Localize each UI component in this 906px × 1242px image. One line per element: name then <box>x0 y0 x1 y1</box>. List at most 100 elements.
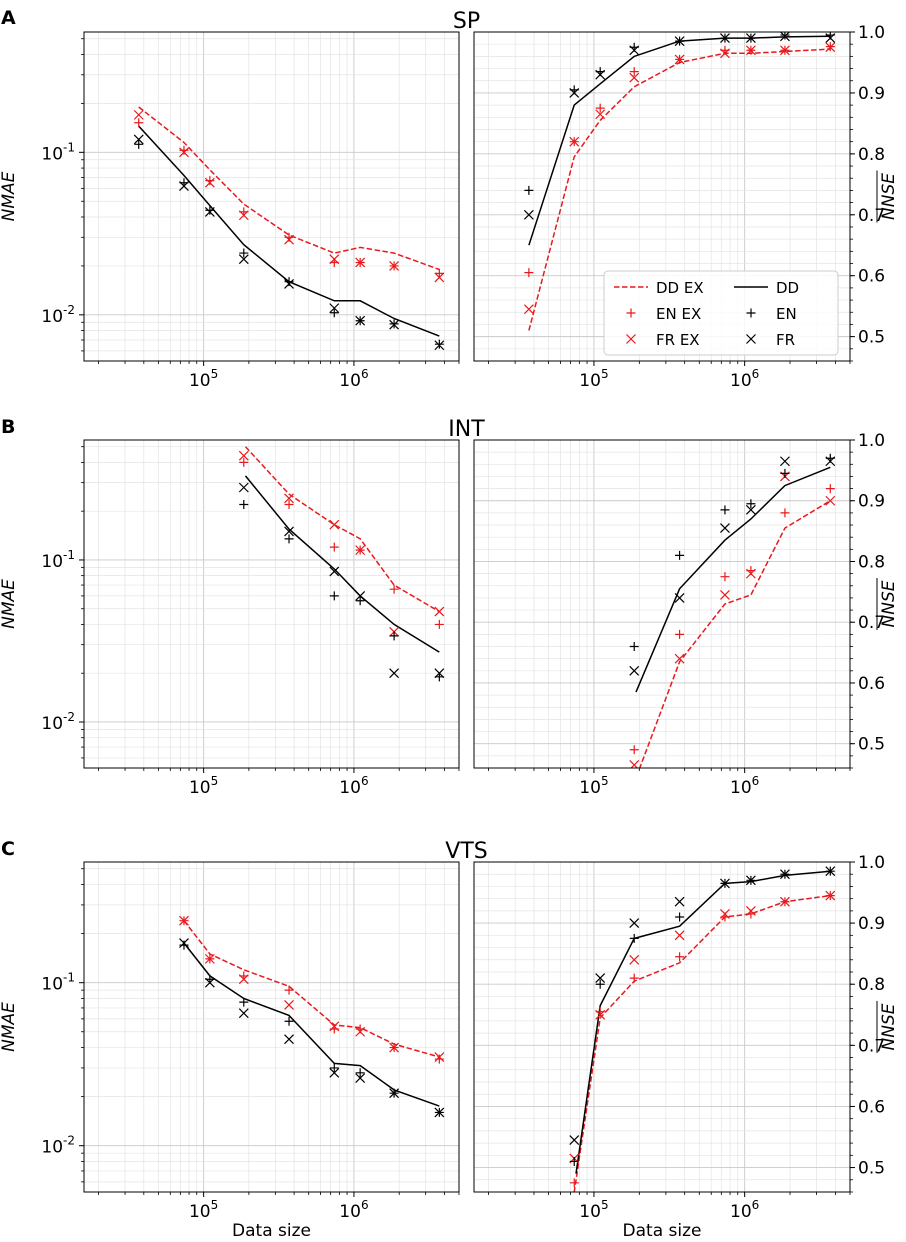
data-point-fr-ex <box>629 954 640 965</box>
data-point-fr-ex <box>745 568 756 579</box>
data-point-fr-ex <box>238 974 249 985</box>
data-point-en-ex <box>629 67 639 77</box>
x-axis-label: Data size <box>623 1221 702 1241</box>
grid <box>84 440 460 768</box>
legend-label: FR EX <box>656 331 700 349</box>
y-tick-label: 10-1 <box>41 971 75 995</box>
axes-frame <box>473 439 851 769</box>
data-point-fr <box>238 482 249 493</box>
y-tick-label: 0.5 <box>858 1159 885 1179</box>
data-point-fr <box>745 504 756 515</box>
data-point-fr <box>434 1107 445 1118</box>
grid <box>84 32 460 361</box>
data-point-fr <box>329 303 340 314</box>
data-point-en <box>524 185 534 195</box>
y-tick-label: 0.8 <box>858 552 885 572</box>
data-point-en-ex <box>284 499 294 509</box>
data-point-fr <box>284 1034 294 1045</box>
y-tick-label: 0.9 <box>858 492 885 512</box>
data-point-en-ex <box>434 619 444 629</box>
plot-panel-int-right: 105 106 0.5 0.6 0.7 0.8 0.9 1.0 NNSE <box>473 431 899 798</box>
data-point-fr <box>434 668 445 679</box>
data-point-fr-ex <box>434 272 445 283</box>
axes-frame <box>83 439 460 769</box>
data-point-fr-ex <box>434 1052 445 1062</box>
series-line-dd-ex <box>573 894 831 1192</box>
data-point-en <box>239 997 249 1007</box>
data-point-fr-ex <box>745 905 756 916</box>
data-point-en-ex <box>675 629 685 639</box>
data-point-fr-ex <box>329 1021 340 1032</box>
data-point-fr-ex <box>569 136 580 147</box>
series-line-dd <box>635 466 831 693</box>
data-point-fr <box>720 523 730 533</box>
legend-entry: DD <box>734 279 799 297</box>
data-point-fr-ex <box>284 234 294 245</box>
data-point-en-ex <box>629 973 639 983</box>
y-tick-label: 10-1 <box>41 548 75 572</box>
panel-letter: C <box>1 838 15 860</box>
data-point-fr-ex <box>674 930 685 941</box>
data-point-en <box>720 505 730 515</box>
data-point-fr-ex <box>779 896 790 907</box>
data-point-en-ex <box>134 118 144 128</box>
grid <box>474 861 851 1193</box>
data-point-fr <box>595 973 606 984</box>
data-point-en <box>329 308 339 318</box>
data-point-en <box>329 1063 339 1073</box>
data-point-fr <box>745 33 756 44</box>
data-point-fr <box>389 1088 400 1099</box>
data-point-en-ex <box>825 484 835 494</box>
data-point-en <box>355 1068 365 1078</box>
chart-row-int: B INT 105 106 10-2 10-1 NMAE 105 106 0.5 0.6 0.7 0.8… <box>0 416 899 798</box>
data-point-en <box>675 912 685 922</box>
data-point-fr-ex <box>204 177 215 188</box>
data-point-fr <box>238 1008 249 1019</box>
series-line-dd <box>575 870 831 1174</box>
data-point-fr-ex <box>238 450 249 461</box>
data-point-fr-ex <box>779 45 790 56</box>
data-point-fr <box>355 1073 366 1083</box>
data-point-en-ex <box>675 952 685 962</box>
y-axis-label: NMAE <box>0 1002 19 1052</box>
grid <box>474 439 851 769</box>
chart-title: SP <box>453 9 480 34</box>
data-point-fr <box>569 88 580 98</box>
legend-label: DD <box>776 279 799 297</box>
y-axis-label: NMAE <box>0 171 19 221</box>
legend-marker-swatch <box>746 334 756 344</box>
series-group <box>179 915 445 1118</box>
data-point-en-ex <box>569 1178 579 1188</box>
legend-label: FR <box>776 331 795 349</box>
data-point-fr <box>779 869 790 880</box>
data-point-en-ex <box>434 1054 444 1064</box>
data-point-fr <box>179 938 189 948</box>
axes-frame <box>83 861 460 1193</box>
data-point-fr <box>629 45 640 56</box>
data-point-fr <box>204 206 215 217</box>
data-point-fr <box>284 278 294 289</box>
legend-label: EN EX <box>656 305 701 323</box>
plot-panel-int-left: 105 106 10-2 10-1 NMAE <box>0 439 460 798</box>
data-point-en <box>389 631 399 641</box>
x-axis-label: Data size <box>232 1221 311 1241</box>
x-tick-label: 106 <box>730 774 759 798</box>
data-point-en-ex <box>284 985 294 995</box>
data-point-fr <box>523 209 534 220</box>
chart-row-sp: A SP 105 106 10-2 10-1 NMAE 105 106 0.5 0.6 0.7 0.8 0… <box>0 7 899 391</box>
grid <box>84 862 460 1192</box>
y-tick-label: 0.5 <box>858 735 885 755</box>
data-point-fr <box>674 896 685 907</box>
series-line-dd-ex <box>183 920 440 1058</box>
data-point-en <box>629 933 639 943</box>
y-tick-label: 0.7 <box>858 1036 885 1056</box>
x-tick-label: 105 <box>189 367 218 391</box>
data-point-en <box>239 248 249 258</box>
y-tick-label: 10-1 <box>41 140 75 164</box>
data-point-en <box>284 1016 294 1026</box>
axes-frame <box>83 31 460 362</box>
data-point-en-ex <box>595 103 605 113</box>
data-point-fr <box>825 33 836 44</box>
data-point-fr-ex <box>720 589 730 600</box>
